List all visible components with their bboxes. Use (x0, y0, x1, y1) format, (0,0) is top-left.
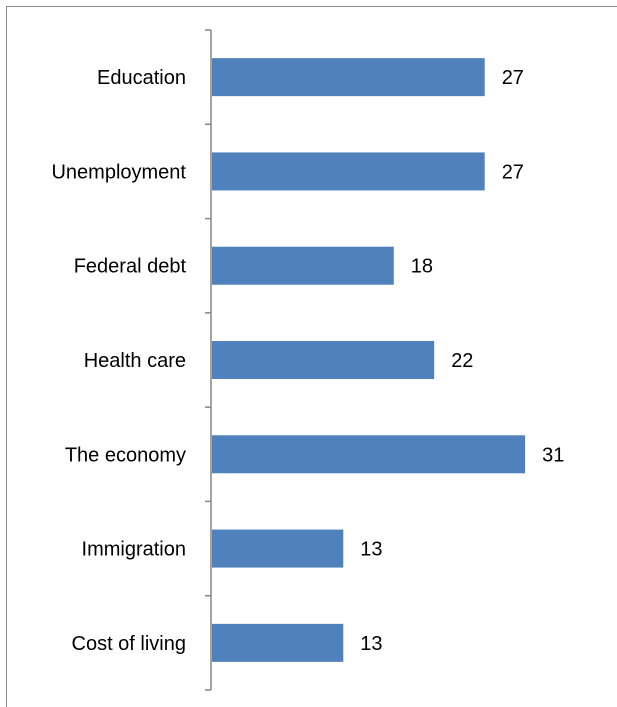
label-layer: Education 27 Unemployment 27 Federal debt 18 H… (51, 67, 564, 655)
chart-frame (6, 6, 617, 707)
data-label: 18 (411, 256, 433, 278)
data-label: 22 (451, 350, 473, 372)
bar (212, 435, 526, 474)
category-label: Unemployment (51, 161, 186, 183)
axis-layer (205, 29, 212, 691)
bar (212, 58, 485, 97)
bar (212, 152, 485, 191)
bar (212, 529, 344, 568)
data-label: 27 (502, 161, 524, 183)
bar-layer (212, 58, 526, 662)
data-label: 31 (542, 444, 564, 466)
bar (212, 623, 344, 662)
category-label: Cost of living (72, 633, 187, 655)
data-label: 27 (502, 67, 524, 89)
data-label: 13 (360, 633, 382, 655)
category-label: Education (97, 67, 186, 89)
bar (212, 341, 435, 379)
data-label: 13 (360, 539, 382, 561)
category-label: Health care (84, 350, 186, 372)
category-label: The economy (65, 444, 186, 466)
category-label: Federal debt (74, 256, 187, 278)
category-label: Immigration (82, 539, 186, 561)
bar (212, 246, 394, 285)
